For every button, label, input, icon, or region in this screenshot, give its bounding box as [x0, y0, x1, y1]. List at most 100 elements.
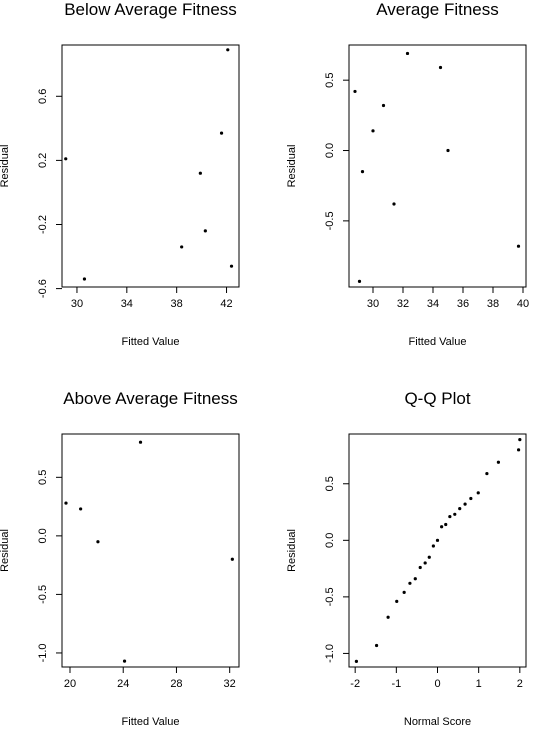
x-tick-label: 40 — [517, 298, 529, 310]
chart-title: Above Average Fitness — [63, 389, 238, 408]
y-tick-label: -1.0 — [37, 643, 49, 662]
data-point — [444, 522, 448, 527]
data-point — [516, 244, 521, 248]
data-point — [496, 460, 501, 464]
data-point — [371, 129, 375, 133]
x-tick-label: 34 — [427, 298, 439, 310]
y-axis-label: Residual — [286, 145, 298, 188]
x-tick-label: 42 — [220, 298, 232, 310]
data-point — [229, 264, 234, 268]
x-tick-label: 32 — [224, 678, 236, 690]
x-tick-label: 0 — [434, 678, 440, 690]
data-point — [458, 507, 462, 511]
data-point — [469, 496, 473, 501]
panel-3: Above Average Fitness 20 24 28 32 -1.0 -0.5 0.0… — [0, 389, 240, 728]
x-axis-label: Fitted Value — [409, 336, 467, 348]
data-point — [438, 65, 443, 70]
data-point — [476, 491, 480, 495]
x-tick-label: 36 — [457, 298, 469, 310]
data-point — [64, 501, 68, 505]
y-tick-label: 0.0 — [324, 143, 336, 158]
y-tick-label: -0.5 — [324, 211, 336, 230]
data-point — [413, 577, 417, 581]
data-point — [96, 540, 100, 544]
x-tick-label: 20 — [64, 678, 76, 690]
data-point — [82, 277, 87, 281]
x-tick-label: 34 — [121, 298, 133, 310]
data-point — [463, 502, 467, 506]
panel-2: Average Fitness 30 32 34 36 38 40 -0.5 0.0 0.5 Fit… — [286, 0, 529, 348]
data-point — [64, 157, 68, 161]
data-point — [79, 507, 83, 511]
data-point — [226, 48, 230, 52]
data-point — [423, 561, 427, 565]
data-point — [395, 599, 399, 603]
x-tick-label: 38 — [171, 298, 183, 310]
data-point — [453, 512, 457, 516]
x-tick-label: 1 — [476, 678, 482, 690]
x-axis-label: Normal Score — [404, 716, 471, 728]
data-point — [392, 202, 396, 206]
data-point — [138, 440, 143, 444]
x-tick-label: 28 — [170, 678, 182, 690]
y-tick-label: 0.5 — [324, 476, 336, 491]
panel-1: Below Average Fitness 30 34 38 42 -0.6 -0.2 0.2… — [0, 0, 240, 348]
data-point — [405, 51, 410, 56]
data-point — [357, 279, 362, 283]
x-tick-label: 2 — [517, 678, 523, 690]
data-point — [435, 538, 440, 542]
x-tick-label: 38 — [487, 298, 499, 310]
data-point — [402, 590, 406, 594]
data-point — [386, 615, 390, 619]
y-tick-label: 0.0 — [324, 533, 336, 548]
data-point — [427, 555, 431, 559]
x-tick-label: 32 — [397, 298, 409, 310]
y-tick-label: 0.2 — [37, 153, 49, 168]
plot-frame — [348, 433, 527, 668]
data-point — [180, 245, 184, 249]
chart-title: Below Average Fitness — [64, 0, 237, 19]
y-tick-label: 0.5 — [324, 73, 336, 88]
data-point — [353, 89, 357, 94]
y-axis-label: Residual — [0, 145, 11, 188]
x-tick-label: 30 — [71, 298, 83, 310]
data-point — [122, 659, 127, 663]
x-tick-label: 24 — [117, 678, 129, 690]
chart-title: Average Fitness — [376, 0, 499, 19]
data-point — [360, 170, 365, 174]
data-point — [230, 557, 234, 561]
x-axis-label: Fitted Value — [122, 336, 180, 348]
data-point — [440, 525, 444, 529]
data-point — [219, 131, 224, 135]
data-point — [203, 229, 207, 233]
y-tick-label: -0.5 — [324, 587, 336, 606]
data-point — [446, 148, 450, 153]
panel-4: Q-Q Plot -2 -1 0 1 2 -1.0 -0.5 0.0 0.5 Normal Scor… — [286, 389, 527, 728]
y-tick-label: -0.2 — [37, 215, 49, 234]
x-tick-label: 30 — [367, 298, 379, 310]
data-point — [431, 544, 435, 548]
y-tick-label: -0.6 — [37, 279, 49, 298]
y-tick-label: 0.0 — [37, 528, 49, 543]
chart-title: Q-Q Plot — [404, 389, 470, 408]
data-point — [374, 643, 379, 648]
x-axis-label: Fitted Value — [122, 716, 180, 728]
data-point — [418, 565, 422, 570]
y-axis-label: Residual — [0, 529, 11, 572]
plot-frame — [61, 433, 240, 668]
y-tick-label: -1.0 — [324, 644, 336, 663]
y-axis-label: Residual — [286, 529, 298, 572]
data-point — [198, 171, 202, 175]
plot-frame — [61, 44, 240, 288]
y-tick-label: -0.5 — [37, 585, 49, 604]
x-tick-label: -1 — [391, 678, 401, 690]
y-tick-label: 0.6 — [37, 89, 49, 104]
data-point — [518, 438, 522, 442]
data-point — [516, 448, 521, 452]
plot-frame — [348, 44, 527, 288]
x-tick-label: -2 — [350, 678, 360, 690]
data-point — [381, 103, 386, 108]
y-tick-label: 0.5 — [37, 470, 49, 485]
data-point — [354, 659, 359, 663]
